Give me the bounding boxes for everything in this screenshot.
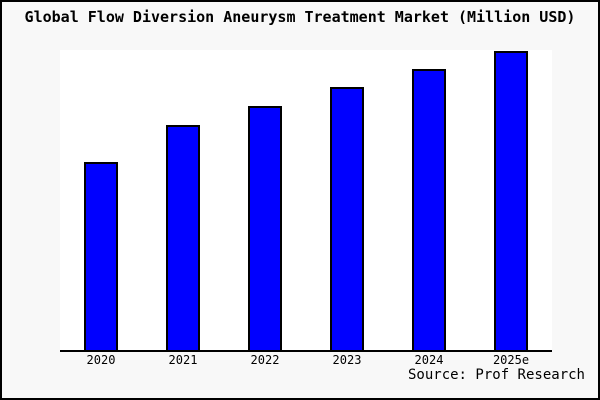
bar-2022: [248, 106, 282, 350]
x-axis-line: [60, 350, 552, 352]
x-tick-label-2020: 2020: [86, 353, 116, 367]
x-tick-label-2025e: 2025e: [492, 353, 530, 367]
x-tick-label-2021: 2021: [168, 353, 198, 367]
bar-2023: [330, 87, 364, 350]
chart-title: Global Flow Diversion Aneurysm Treatment…: [24, 8, 576, 26]
bar-2024: [412, 69, 446, 350]
bar-2021: [166, 125, 200, 350]
plot-area: [60, 50, 552, 350]
bar-2025e: [494, 51, 528, 350]
x-tick-label-2024: 2024: [414, 353, 444, 367]
x-tick-label-2023: 2023: [332, 353, 362, 367]
x-tick-label-2022: 2022: [250, 353, 280, 367]
bar-2020: [84, 162, 118, 350]
source-note: Source: Prof Research: [407, 367, 585, 383]
